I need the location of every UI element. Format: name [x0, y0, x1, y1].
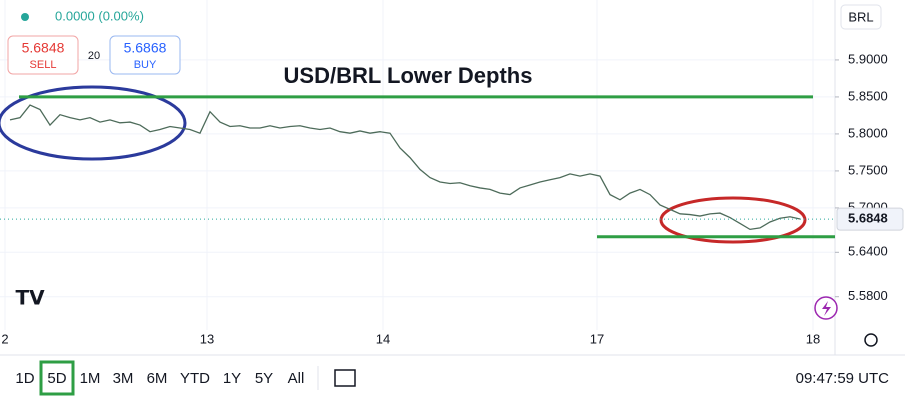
y-tick-label: 5.6400	[848, 244, 888, 259]
last-price-label: 5.6848	[848, 211, 888, 226]
x-tick-label: 2	[1, 331, 8, 346]
y-tick-label: 5.8000	[848, 125, 888, 140]
x-tick-label: 13	[200, 331, 214, 346]
last-price-box	[836, 207, 904, 231]
logo: 𝗧𝗩	[15, 287, 45, 309]
toolbar: 1D 5D 1M 3M 6M YTD 1Y 5Y All	[15, 370, 304, 387]
status-dot	[21, 13, 29, 21]
bolt	[822, 301, 831, 316]
red-ellipse	[659, 196, 807, 244]
settings-icon[interactable]	[864, 333, 878, 347]
range-button[interactable]: 1M	[80, 370, 101, 387]
sell-price: 5.6848	[22, 40, 65, 56]
buy-label: BUY	[134, 59, 157, 71]
sell-label: SELL	[30, 59, 57, 71]
range-button[interactable]: 1D	[15, 370, 34, 387]
range-button[interactable]: 1Y	[223, 370, 241, 387]
buy-price: 5.6868	[124, 40, 167, 56]
change: 0.0000 (0.00%)	[55, 8, 144, 23]
y-tick-label: 5.7500	[848, 162, 888, 177]
x-tick-label: 17	[590, 331, 604, 346]
spread: 20	[88, 50, 100, 62]
range-button[interactable]: All	[288, 370, 305, 387]
active-range	[39, 360, 75, 396]
y-tick-label: 5.9000	[848, 51, 888, 66]
price-line	[9, 104, 801, 231]
x-tick-label: 18	[806, 331, 820, 346]
range-button[interactable]: 5D	[47, 370, 66, 387]
chart-title: USD/BRL Lower Depths	[284, 63, 533, 88]
clock: 09:47:59 UTC	[796, 370, 890, 387]
blue-ellipse	[0, 85, 187, 161]
currency-box[interactable]	[840, 4, 882, 30]
y-tick-label: 5.8500	[848, 88, 888, 103]
buy-button[interactable]	[109, 35, 181, 75]
range-button[interactable]: 3M	[113, 370, 134, 387]
range-button[interactable]: 5Y	[255, 370, 273, 387]
currency: BRL	[848, 9, 873, 24]
range-button[interactable]: 6M	[147, 370, 168, 387]
date-range-icon[interactable]	[334, 369, 356, 387]
sell-button[interactable]	[7, 35, 79, 75]
y-tick-label: 5.5800	[848, 288, 888, 303]
range-button[interactable]: YTD	[180, 370, 210, 387]
x-tick-label: 14	[376, 331, 390, 346]
